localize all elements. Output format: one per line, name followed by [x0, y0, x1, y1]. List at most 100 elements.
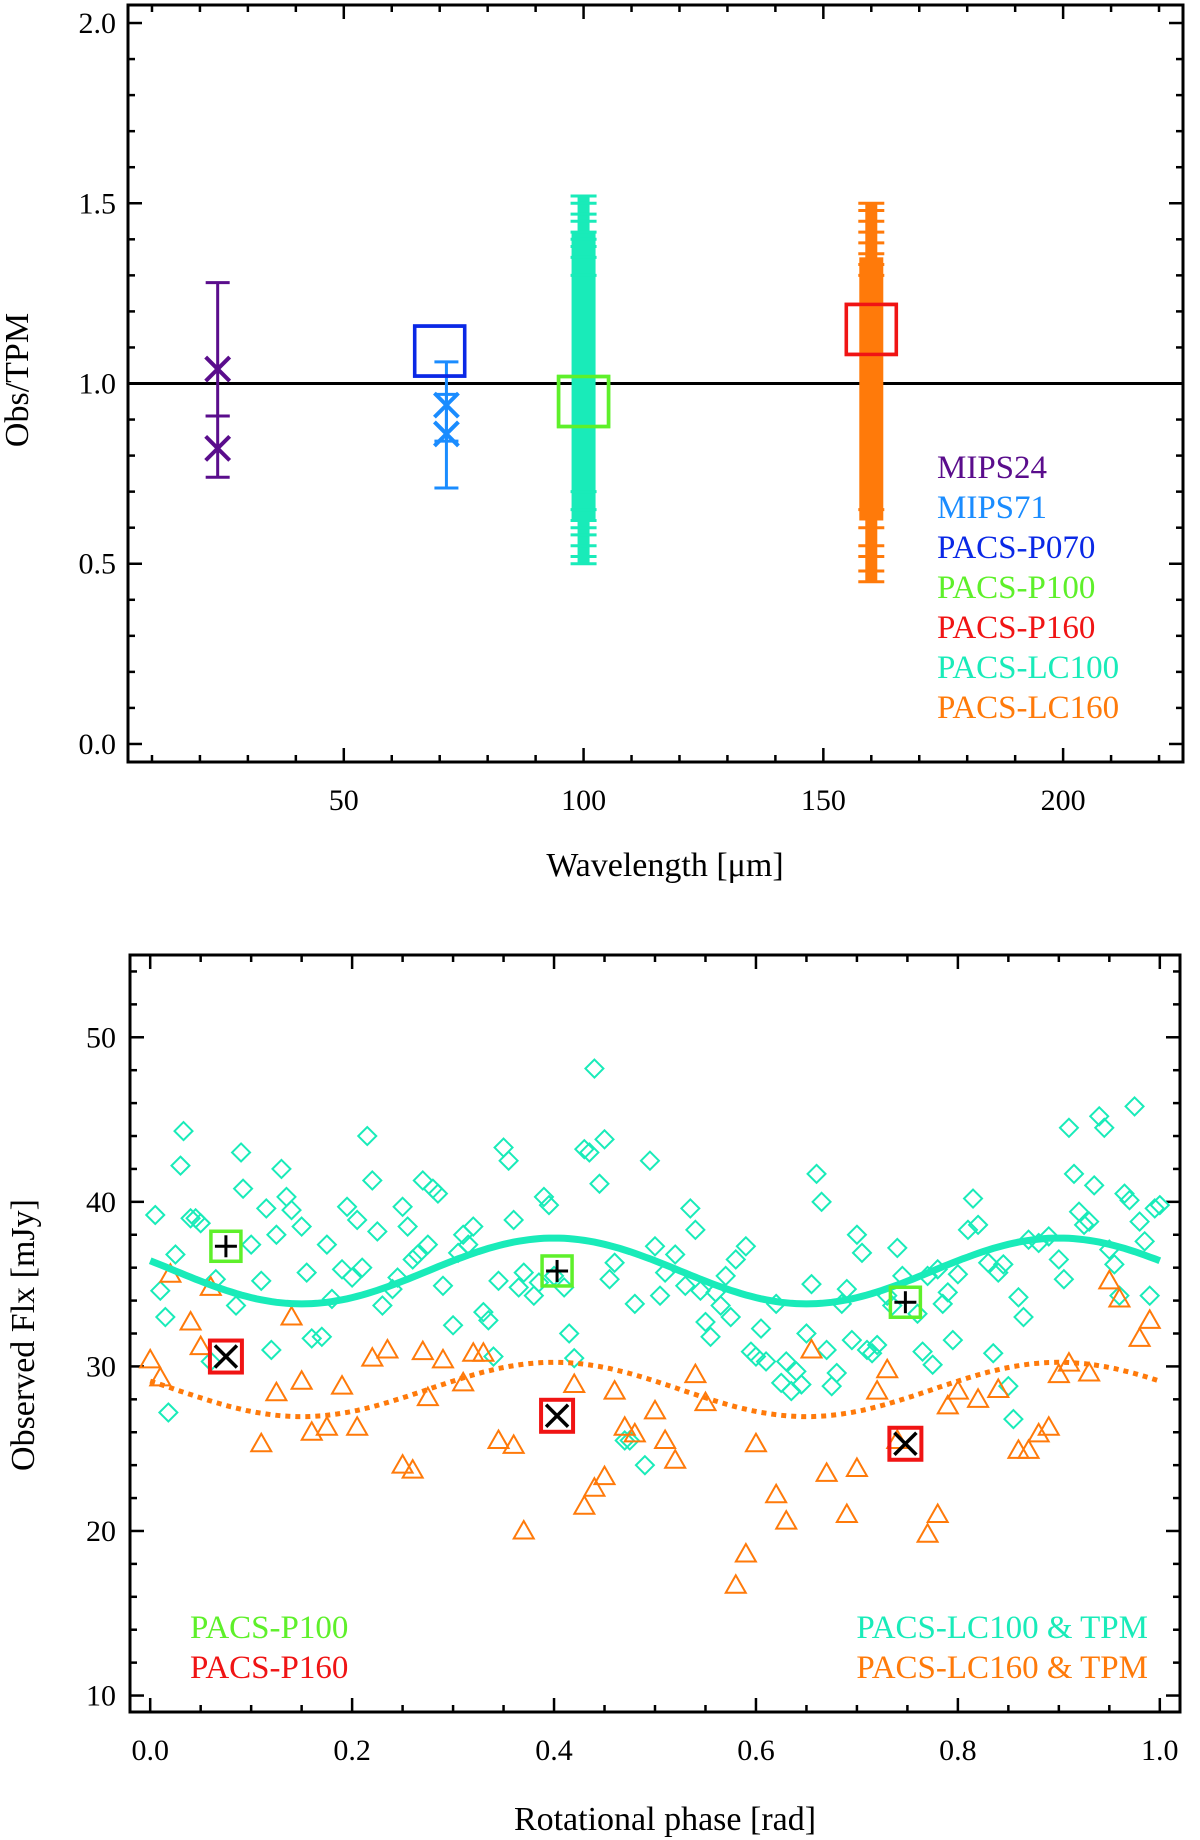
lc160-triangle [138, 1347, 162, 1369]
bottom-y-tick-label: 40 [86, 1186, 116, 1219]
lc100-diamond [725, 1249, 747, 1270]
pacs-p070-square-overlay [412, 324, 467, 378]
lc160-triangle [249, 1431, 273, 1453]
lc100-diamond [523, 1285, 545, 1307]
lc160-triangle [178, 1309, 203, 1331]
top-legend-item: PACS-P100 [937, 570, 1095, 606]
top-x-tick-label: 100 [561, 784, 606, 817]
lc160-triangle [1097, 1268, 1122, 1290]
bottom-x-tick-label: 1.0 [1141, 1734, 1179, 1767]
bottom-y-axis-label: Observed Flx [mJy] [5, 1199, 42, 1471]
top-y-tick-label: 0.0 [79, 728, 117, 761]
lc160-triangle [315, 1415, 339, 1436]
lc100-diamond [260, 1339, 282, 1361]
lc100-diamond [715, 1265, 737, 1287]
lc100-diamond [356, 1125, 378, 1147]
lc100-diamond [599, 1268, 620, 1290]
lc100-diamond [311, 1326, 333, 1348]
lc100-diamond [1134, 1230, 1156, 1252]
lc160-triangle [1077, 1360, 1101, 1382]
bottom-x-tick-label: 0.2 [333, 1734, 371, 1767]
lc100-diamond [866, 1334, 888, 1356]
p160-x-b [213, 1344, 239, 1369]
lc100-diamond [619, 1430, 641, 1451]
top-chart: 50 100 150 200 0.0 0.5 1.0 1.5 2.0 Wavelength [μ… [0, 3, 1185, 884]
lc160-triangle [411, 1339, 435, 1361]
top-x-axis-label: Wavelength [μm] [546, 847, 783, 884]
bottom-x-tick-label: 0.8 [939, 1734, 977, 1767]
lc160-triangle [1037, 1415, 1061, 1436]
top-legend-item: PACS-LC100 [937, 650, 1119, 686]
lc160-triangle [1047, 1362, 1071, 1384]
lc100-diamond [508, 1277, 530, 1298]
lc100-diamond [1114, 1183, 1135, 1205]
lc100-diamond [144, 1204, 166, 1226]
lc100-diamond [745, 1346, 767, 1367]
bottom-y-tick-label: 20 [86, 1515, 116, 1548]
lc100-diamond [684, 1219, 706, 1241]
lc100-diamond [982, 1342, 1004, 1364]
lc100-diamond [912, 1341, 933, 1363]
lc160-triangle [461, 1341, 485, 1362]
pacs-lc100-errorbars [570, 194, 597, 566]
lc100-diamond [957, 1219, 979, 1241]
mips24-point-stroke-b [204, 355, 232, 383]
lc100-diamond [1093, 1117, 1115, 1139]
lc100-diamond [432, 1275, 454, 1297]
lc160-triangle [400, 1458, 425, 1479]
lc160-triangle [330, 1374, 354, 1395]
lc100-diamond [157, 1402, 179, 1423]
lc100-diamond [173, 1120, 194, 1142]
lc100-diamond [1073, 1214, 1095, 1236]
mips71-point [433, 420, 460, 448]
lc160-triangle [1057, 1351, 1081, 1372]
lc100-diamond [351, 1257, 373, 1279]
top-y-axis-label: Obs/TPM [0, 313, 36, 447]
lc160-triangle [683, 1362, 708, 1384]
lc100-diamond [291, 1216, 313, 1237]
lc100-diamond [321, 1288, 343, 1310]
lc100-diamond [361, 1170, 383, 1191]
lc100-diamond [690, 1280, 711, 1302]
lc100-diamond [886, 1237, 908, 1259]
mips71-errorbar [434, 392, 459, 490]
lc100-diamond [695, 1311, 716, 1333]
top-y-tick-label: 0.5 [79, 548, 117, 581]
lc160-triangle [653, 1428, 677, 1449]
lc100-diamond [255, 1198, 277, 1219]
lc100-diamond [301, 1328, 323, 1349]
lc100-diamond [851, 1242, 873, 1264]
lc100-diamond [1139, 1285, 1161, 1307]
top-legend-item: MIPS24 [937, 450, 1047, 486]
lc100-diamond [816, 1339, 838, 1361]
lc160-triangle [764, 1482, 788, 1504]
lc160-triangle [1127, 1326, 1152, 1347]
bottom-y-tick-label: 10 [86, 1680, 116, 1713]
lc160-triangle [562, 1372, 586, 1394]
lc100-diamond [154, 1306, 176, 1328]
lc100-diamond [664, 1244, 686, 1265]
lc100-diamond [1149, 1194, 1171, 1216]
bottom-y-tick-label: 30 [86, 1350, 116, 1383]
mips24-errorbar [205, 281, 230, 418]
lc100-diamond [528, 1272, 550, 1293]
lc100-diamond [775, 1351, 797, 1372]
top-legend-item: PACS-P160 [937, 610, 1095, 646]
top-legend-item: PACS-P070 [937, 530, 1095, 566]
top-legend: MIPS24 MIPS71 PACS-P070 PACS-P100 PACS-P160 P… [937, 450, 1119, 726]
lc100-diamond [977, 1252, 999, 1274]
lc100-diamond [483, 1346, 504, 1367]
lc100-diamond [1103, 1253, 1125, 1275]
lc100-diamond [1063, 1163, 1085, 1185]
lc100-diamond [392, 1196, 414, 1218]
lc100-diamond [271, 1158, 292, 1180]
lc100-diamond [1119, 1189, 1140, 1211]
lc100-diamond [1002, 1408, 1024, 1430]
lc100-diamond [947, 1263, 969, 1285]
top-y-tick-label: 1.5 [79, 187, 117, 220]
pacs-lc160-dense-band [859, 257, 884, 521]
lc160-triangle [289, 1369, 314, 1390]
lc100-diamond [962, 1188, 984, 1209]
lc100-diamond [503, 1209, 525, 1231]
lc100-diamond [1008, 1286, 1029, 1308]
